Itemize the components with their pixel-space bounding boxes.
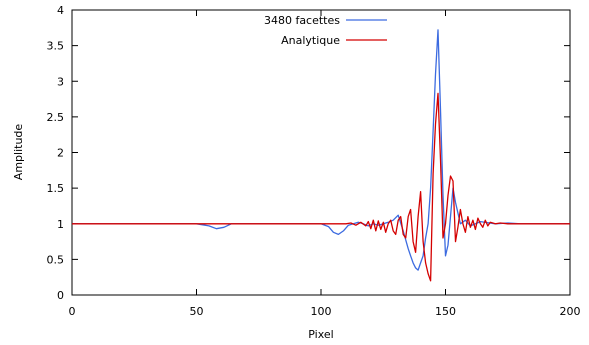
y-tick-label: 2.5	[47, 111, 65, 124]
y-tick-label: 4	[57, 4, 64, 17]
x-tick-label: 100	[311, 305, 332, 318]
y-tick-label: 3	[57, 75, 64, 88]
series-line-2	[72, 92, 570, 282]
legend: 3480 facettes Analytique	[264, 14, 387, 47]
y-tick-label: 1	[57, 218, 64, 231]
y-tick-label: 0.5	[47, 253, 65, 266]
axis-ticks: 0 50 100 150 200 0 0.5 1 1.5 2 2.5 3 3.5 4	[47, 4, 581, 318]
series-line-1	[72, 29, 570, 271]
plot-frame	[71, 9, 571, 296]
x-axis-title: Pixel	[308, 328, 333, 341]
x-tick-label: 50	[190, 305, 204, 318]
y-axis-title: Amplitude	[12, 124, 25, 181]
legend-label-series-1: 3480 facettes	[264, 14, 340, 27]
y-tick-label: 3.5	[47, 40, 65, 53]
y-tick-label: 2	[57, 147, 64, 160]
x-tick-label: 150	[435, 305, 456, 318]
x-tick-label: 200	[560, 305, 581, 318]
x-tick-label: 0	[69, 305, 76, 318]
series-layer	[72, 29, 570, 282]
legend-label-series-2: Analytique	[281, 34, 340, 47]
y-tick-label: 1.5	[47, 182, 65, 195]
y-tick-label: 0	[57, 289, 64, 302]
